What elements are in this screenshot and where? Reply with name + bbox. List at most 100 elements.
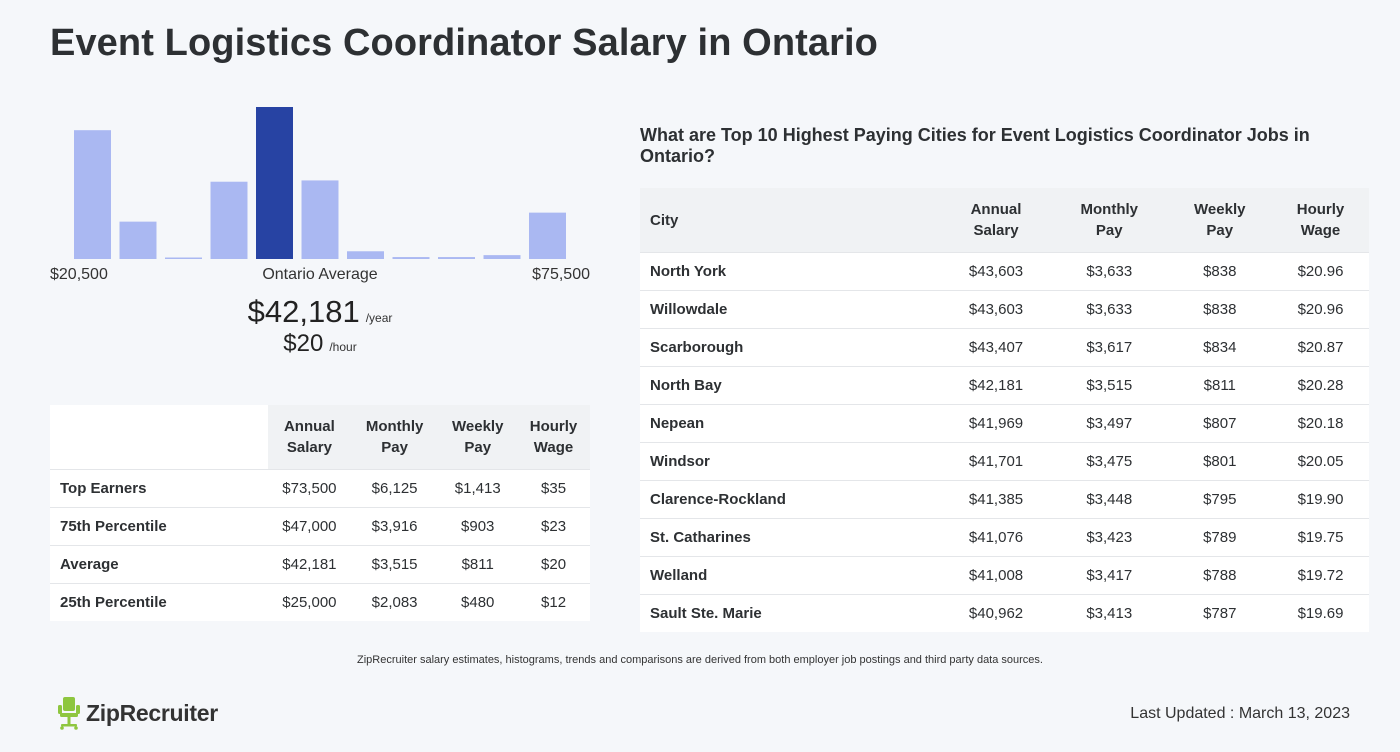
city-cell: $3,617 [1051,328,1168,367]
histogram-bar [210,181,248,259]
page-title: Event Logistics Coordinator Salary in On… [50,22,878,64]
salary-histogram [74,107,566,259]
percentile-cell: $480 [438,583,518,621]
percentile-row-label: Top Earners [50,469,268,508]
percentile-cell: $73,500 [268,469,351,508]
table-row: Average $42,181 $3,515 $811 $20 [50,545,590,584]
histogram-bar [438,257,475,259]
brand-name: ZipRecruiter [86,699,218,726]
city-cell: $43,603 [941,252,1052,291]
city-cell: $834 [1167,328,1273,367]
city-cell: $41,385 [941,480,1052,519]
cities-title: What are Top 10 Highest Paying Cities fo… [640,125,1310,166]
table-row: Scarborough $43,407 $3,617 $834 $20.87 [640,328,1369,367]
percentile-table: Annual Salary Monthly Pay Weekly Pay Hourly… [50,405,590,621]
city-cell: $20.05 [1272,442,1369,481]
histogram-max-label: $75,500 [532,266,590,283]
table-row: Top Earners $73,500 $6,125 $1,413 $35 [50,469,590,508]
city-name: Scarborough [640,328,941,367]
city-name: Windsor [640,442,941,481]
city-cell: $40,962 [941,594,1052,632]
percentile-cell: $20 [517,545,590,584]
percentile-cell: $3,916 [350,507,439,546]
city-name: North Bay [640,366,941,405]
header-line: Hourly [529,418,578,435]
city-cell: $838 [1167,290,1273,329]
header-line: Salary [973,222,1019,239]
percentile-table-header: Annual Salary Monthly Pay Weekly Pay Hourly… [50,405,590,470]
header-line: Monthly [1080,201,1139,218]
cities-table-header: City Annual Salary Monthly Pay Weekly Pay H… [640,188,1369,253]
average-yearly-unit: /year [365,311,393,325]
percentile-header-hourly: Hourly Wage [517,405,590,470]
histogram-bar [347,251,384,259]
average-hourly: $20/hour [50,330,590,358]
city-cell: $838 [1167,252,1273,291]
histogram-min-label: $20,500 [50,266,108,283]
histogram-average-label: Ontario Average [262,266,378,283]
city-cell: $20.96 [1272,252,1369,291]
city-cell: $19.69 [1272,594,1369,632]
city-name: North York [640,252,941,291]
city-cell: $788 [1167,556,1273,595]
table-row: Welland $41,008 $3,417 $788 $19.72 [640,556,1369,595]
histogram-labels: $20,500 Ontario Average $75,500 [50,266,590,286]
percentile-cell: $2,083 [350,583,439,621]
average-hourly-unit: /hour [329,340,357,354]
city-cell: $795 [1167,480,1273,519]
city-cell: $3,633 [1051,252,1168,291]
data-source-footnote: ZipRecruiter salary estimates, histogram… [357,654,1043,666]
city-cell: $3,497 [1051,404,1168,443]
table-row: 25th Percentile $25,000 $2,083 $480 $12 [50,583,590,621]
city-cell: $789 [1167,518,1273,557]
city-cell: $42,181 [941,366,1052,405]
percentile-cell: $23 [517,507,590,546]
cities-header-monthly: Monthly Pay [1051,188,1168,253]
table-row: Nepean $41,969 $3,497 $807 $20.18 [640,404,1369,443]
percentile-row-label: Average [50,545,268,584]
city-name: Willowdale [640,290,941,329]
header-line: Pay [381,439,408,456]
table-row: Clarence-Rockland $41,385 $3,448 $795 $19.90 [640,480,1369,519]
city-cell: $19.72 [1272,556,1369,595]
table-row: 75th Percentile $47,000 $3,916 $903 $23 [50,507,590,546]
average-salary-block: $42,181/year $20/hour [50,294,590,358]
city-cell: $807 [1167,404,1273,443]
city-name: Sault Ste. Marie [640,594,941,632]
city-cell: $41,701 [941,442,1052,481]
header-line: Weekly [452,418,504,435]
city-cell: $41,008 [941,556,1052,595]
percentile-cell: $903 [438,507,518,546]
histogram-bar [165,257,202,259]
table-row: Willowdale $43,603 $3,633 $838 $20.96 [640,290,1369,329]
header-line: Pay [464,439,492,456]
percentile-cell: $6,125 [350,469,439,508]
table-row: Windsor $41,701 $3,475 $801 $20.05 [640,442,1369,481]
percentile-cell: $811 [438,545,518,584]
histogram-bar [392,257,430,259]
header-line: Wage [533,439,574,456]
city-cell: $811 [1167,366,1273,405]
ziprecruiter-logo: ZipRecruiter [58,695,218,731]
city-cell: $787 [1167,594,1273,632]
header-line: Wage [1300,222,1341,239]
city-cell: $3,423 [1051,518,1168,557]
percentile-cell: $47,000 [268,507,351,546]
city-cell: $3,417 [1051,556,1168,595]
last-updated: Last Updated : March 13, 2023 [1130,705,1350,722]
header-line: Pay [1095,222,1123,239]
cities-header-hourly: Hourly Wage [1272,188,1369,253]
city-name: St. Catharines [640,518,941,557]
header-line: Weekly [1194,201,1246,218]
city-cell: $41,076 [941,518,1052,557]
city-cell: $3,633 [1051,290,1168,329]
city-cell: $3,448 [1051,480,1168,519]
city-cell: $3,475 [1051,442,1168,481]
city-cell: $43,407 [941,328,1052,367]
city-cell: $19.75 [1272,518,1369,557]
header-line: Pay [1206,222,1234,239]
average-yearly-value: $42,181 [247,294,360,329]
percentile-header-blank [50,405,268,470]
histogram-bar [74,130,111,259]
header-line: Salary [286,439,332,456]
